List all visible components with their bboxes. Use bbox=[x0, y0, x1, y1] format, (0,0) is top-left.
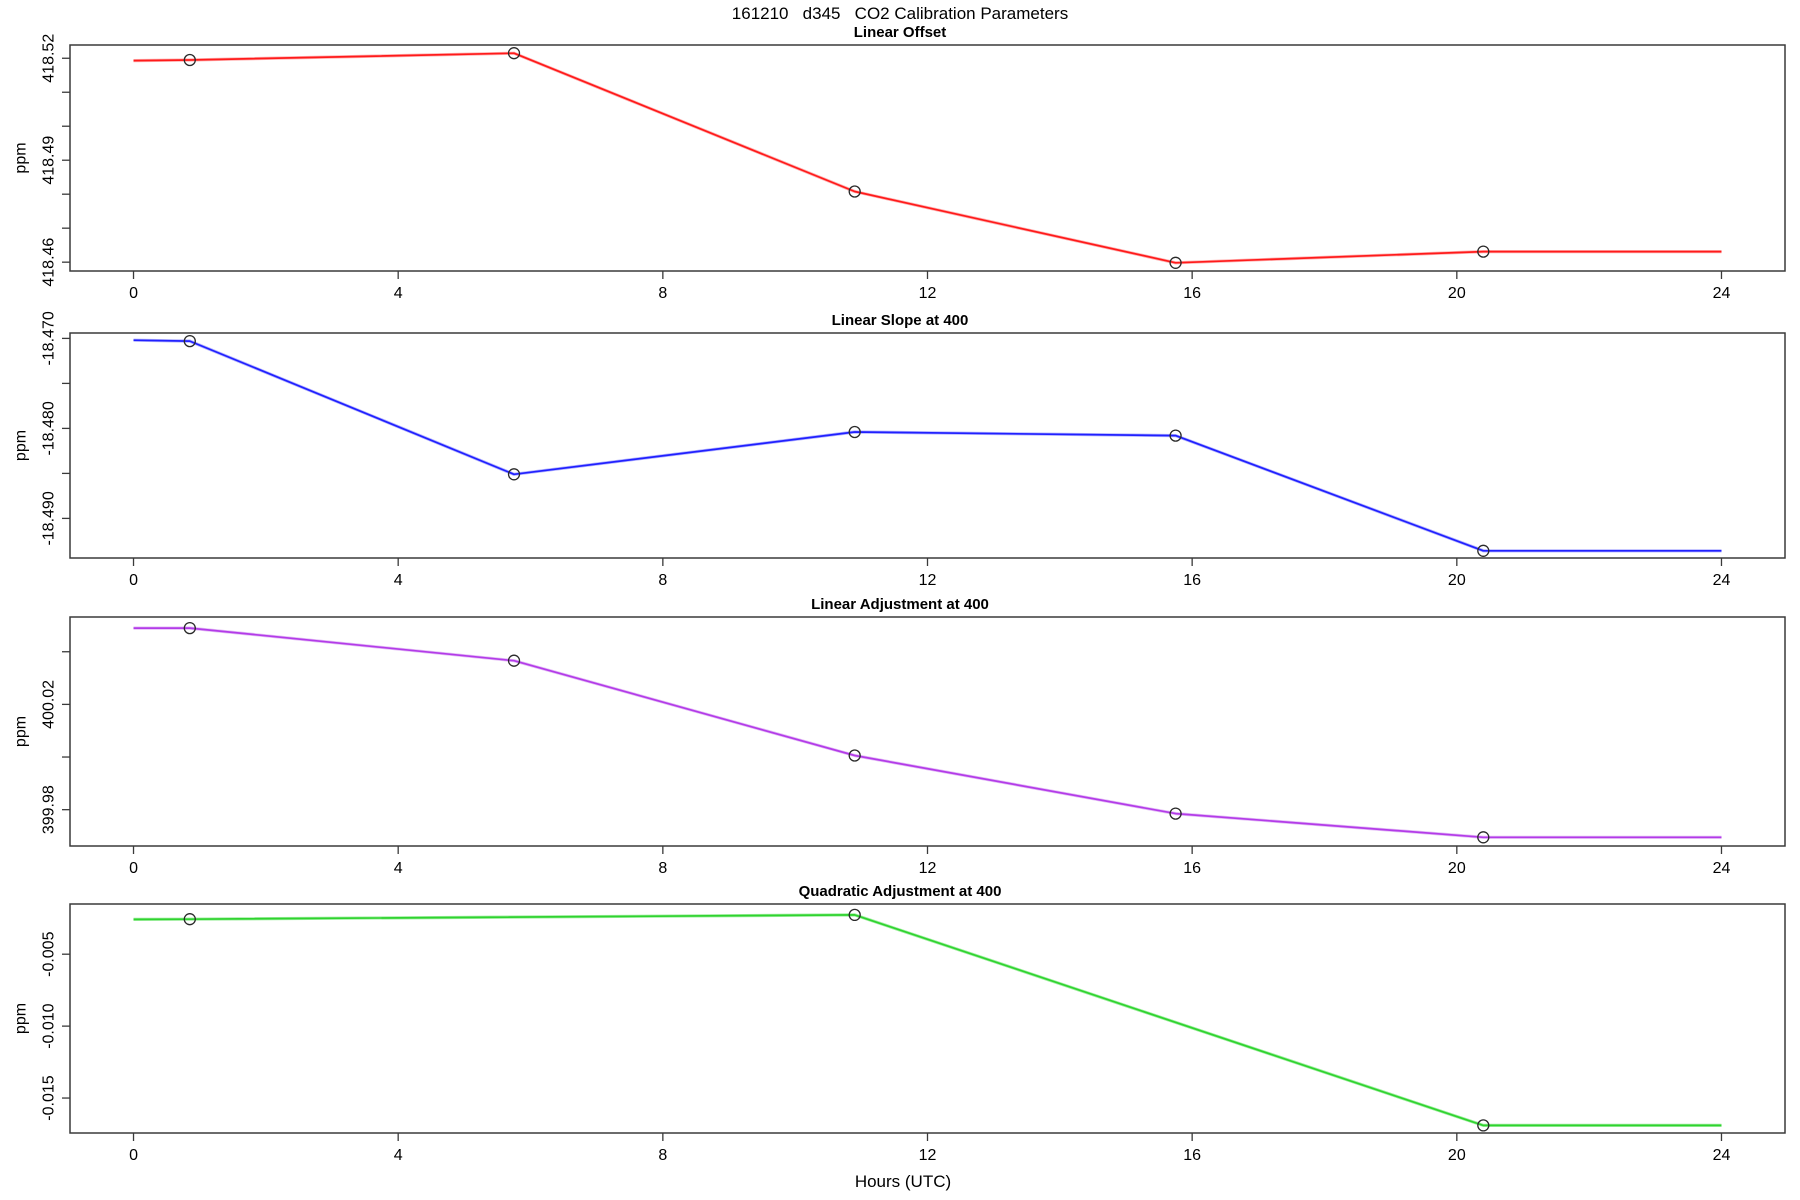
panel-3-x-tick-label: 24 bbox=[1713, 860, 1731, 877]
panel-1-fit-line bbox=[133, 51, 1722, 265]
panel-1-data-point-marker bbox=[507, 47, 521, 60]
panel-3-data-point-marker bbox=[183, 621, 196, 635]
panel-3-x-tick-label: 12 bbox=[919, 860, 937, 877]
panel-4-x-tick-label: 24 bbox=[1713, 1147, 1731, 1164]
panel-4-fit-line bbox=[133, 913, 1722, 1128]
panel-4-y-axis-label: ppm bbox=[13, 1003, 30, 1034]
panel-2-title: Linear Slope at 400 bbox=[832, 312, 969, 329]
panel-4-series-line bbox=[133, 914, 1722, 1127]
panel-2-x-tick-label: 12 bbox=[919, 572, 937, 589]
panel-1-x-tick-label: 8 bbox=[658, 285, 667, 302]
panel-3-y-tick-label: 400.02 bbox=[41, 680, 58, 729]
panel-2-y-tick-label: -18.480 bbox=[41, 401, 58, 455]
panel-2-x-tick-label: 8 bbox=[658, 572, 667, 589]
panel-2-fit-line bbox=[133, 338, 1722, 553]
panel-1-x-tick-label: 20 bbox=[1448, 285, 1466, 302]
panel-3-x-tick-label: 20 bbox=[1448, 860, 1466, 877]
panel-1-x-tick-label: 0 bbox=[129, 285, 138, 302]
panel-1-x-tick-label: 12 bbox=[919, 285, 937, 302]
panel-4-y-tick-label: -0.015 bbox=[41, 1075, 58, 1120]
panel-3-x-tick-label: 0 bbox=[129, 860, 138, 877]
panel-3-y-tick-label: 399.98 bbox=[41, 785, 58, 834]
panel-1-y-tick-label: 418.52 bbox=[41, 34, 58, 83]
panel-3-data-point-marker bbox=[848, 749, 861, 762]
panel-2-x-tick-label: 24 bbox=[1713, 572, 1731, 589]
panel-2-y-tick-label: -18.490 bbox=[41, 491, 58, 545]
panel-4-data-point-marker bbox=[183, 913, 196, 926]
panel-1-data-point-marker bbox=[183, 53, 196, 67]
panel-1-x-tick-label: 4 bbox=[394, 285, 403, 302]
panel-1-y-tick-label: 418.49 bbox=[41, 136, 58, 185]
panel-2-data-point-marker bbox=[183, 334, 196, 348]
panel-3-x-tick-label: 4 bbox=[394, 860, 403, 877]
panel-3-y-axis-label: ppm bbox=[13, 716, 30, 747]
panel-2-x-tick-label: 4 bbox=[394, 572, 403, 589]
panel-1-x-tick-label: 16 bbox=[1183, 285, 1201, 302]
panel-3-x-tick-label: 16 bbox=[1183, 860, 1201, 877]
panel-1-x-tick-label: 24 bbox=[1713, 285, 1731, 302]
panel-4-y-tick-label: -0.010 bbox=[41, 1003, 58, 1048]
panel-2-x-tick-label: 20 bbox=[1448, 572, 1466, 589]
panel-3-series-line bbox=[133, 627, 1722, 839]
panel-2-y-axis-label: ppm bbox=[13, 430, 30, 461]
panel-2-x-tick-label: 0 bbox=[129, 572, 138, 589]
panel-1-title: Linear Offset bbox=[854, 24, 947, 41]
panel-4-y-tick-label: -0.005 bbox=[41, 931, 58, 976]
panel-4-title: Quadratic Adjustment at 400 bbox=[799, 883, 1002, 900]
panel-1-border bbox=[69, 44, 1786, 272]
panel-2-border bbox=[69, 332, 1786, 559]
panel-2-y-tick-label: -18.470 bbox=[41, 311, 58, 365]
panel-2-data-point-marker bbox=[1477, 544, 1490, 557]
panel-4-x-tick-label: 20 bbox=[1448, 1147, 1466, 1164]
panel-2-series-line bbox=[133, 339, 1722, 552]
panel-1-series-line bbox=[133, 52, 1722, 264]
panel-3-data-point-marker bbox=[1169, 807, 1182, 820]
chart-title: 161210 d345 CO2 Calibration Parameters bbox=[731, 4, 1069, 23]
panel-4-x-tick-label: 16 bbox=[1183, 1147, 1201, 1164]
panel-1-y-tick-label: 418.46 bbox=[41, 238, 58, 287]
panel-3-border bbox=[69, 616, 1786, 847]
panel-4-x-tick-label: 8 bbox=[658, 1147, 667, 1164]
panel-4-x-tick-label: 12 bbox=[919, 1147, 937, 1164]
panel-3-x-tick-label: 8 bbox=[658, 860, 667, 877]
panel-1-data-point-marker bbox=[848, 185, 861, 198]
panel-3-data-point-marker bbox=[1477, 831, 1490, 844]
panel-3-data-point-marker bbox=[507, 654, 521, 667]
panel-4-x-tick-label: 4 bbox=[394, 1147, 403, 1164]
panel-2-data-point-marker bbox=[507, 468, 521, 481]
panel-2-x-tick-label: 16 bbox=[1183, 572, 1201, 589]
panel-1-y-axis-label: ppm bbox=[13, 142, 30, 173]
panel-2-data-point-marker bbox=[1169, 429, 1182, 442]
panel-2-data-point-marker bbox=[848, 425, 861, 439]
panel-1-data-point-marker bbox=[1477, 245, 1490, 258]
panel-1-data-point-marker bbox=[1169, 256, 1182, 269]
panel-4-x-tick-label: 0 bbox=[129, 1147, 138, 1164]
panel-3-fit-line bbox=[133, 626, 1722, 839]
x-axis-title: Hours (UTC) bbox=[854, 1172, 952, 1191]
panel-3-title: Linear Adjustment at 400 bbox=[811, 596, 989, 613]
panel-4-data-point-marker bbox=[848, 908, 861, 922]
panel-4-data-point-marker bbox=[1477, 1119, 1490, 1132]
